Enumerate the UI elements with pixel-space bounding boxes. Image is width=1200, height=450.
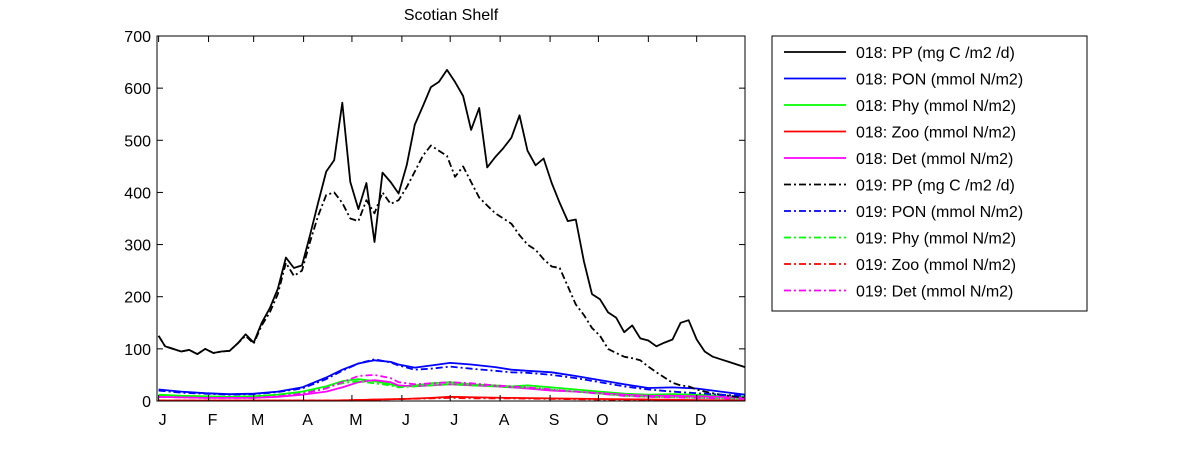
- legend-label-10: 019: Det (mmol N/m2): [856, 284, 1013, 301]
- x-tick-label: D: [695, 412, 707, 429]
- x-tick-label: J: [450, 412, 458, 429]
- x-tick-label: A: [499, 412, 510, 429]
- series-line-10: [158, 373, 746, 400]
- legend-label-1: 018: PP (mg C /m2 /d): [856, 45, 1015, 62]
- y-tick-label: 200: [124, 290, 151, 307]
- legend-label-2: 018: PON (mmol N/m2): [856, 72, 1023, 89]
- x-tick-label: M: [251, 412, 264, 429]
- series-line-6: [157, 144, 746, 399]
- legend-label-5: 018: Det (mmol N/m2): [856, 151, 1013, 168]
- series-line-9: [158, 396, 745, 402]
- chart-title: Scotian Shelf: [404, 7, 499, 24]
- legend-box: [771, 35, 1088, 312]
- legend-label-9: 019: Zoo (mmol N/m2): [856, 257, 1016, 274]
- series-line-2: [158, 359, 746, 396]
- y-tick-label: 600: [124, 81, 151, 98]
- plot-area: 0 100 200 300 400 500 600 700 J F M A M J J A S O N D: [124, 29, 746, 429]
- series-line-1: [157, 69, 746, 368]
- x-tick-label: O: [596, 412, 608, 429]
- y-tick-label: 0: [142, 394, 151, 411]
- x-tick-label: M: [349, 412, 362, 429]
- legend: 018: PP (mg C /m2 /d) 018: PON (mmol N/m2…: [771, 35, 1088, 312]
- y-tick-label: 300: [124, 238, 151, 255]
- series-line-7: [158, 358, 746, 397]
- legend-label-3: 018: Phy (mmol N/m2): [856, 98, 1016, 115]
- x-tick-label: F: [208, 412, 218, 429]
- series-line-8: [158, 380, 746, 400]
- y-tick-label: 500: [124, 133, 151, 150]
- y-tick-label: 400: [124, 185, 151, 202]
- plot-frame: [156, 35, 746, 402]
- legend-label-8: 019: Phy (mmol N/m2): [856, 231, 1016, 248]
- legend-label-4: 018: Zoo (mmol N/m2): [856, 125, 1016, 142]
- y-tick-label: 700: [124, 29, 151, 46]
- legend-label-6: 019: PP (mg C /m2 /d): [856, 178, 1015, 195]
- x-tick-label: S: [549, 412, 560, 429]
- x-tick-label: J: [402, 412, 410, 429]
- legend-label-7: 019: PON (mmol N/m2): [856, 204, 1023, 221]
- x-tick-label: J: [159, 412, 167, 429]
- y-tick-label: 100: [124, 342, 151, 359]
- x-tick-label: A: [302, 412, 313, 429]
- x-tick-label: N: [647, 412, 659, 429]
